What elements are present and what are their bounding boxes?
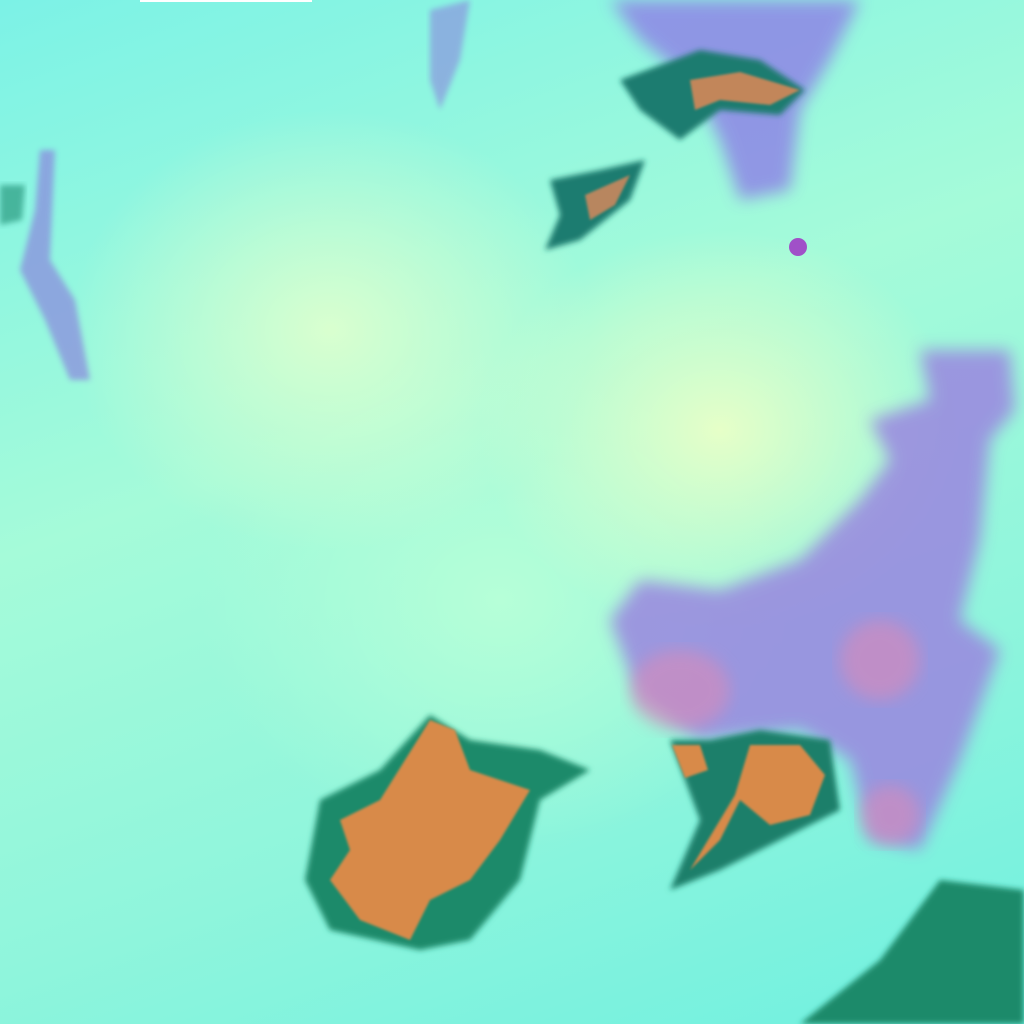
cloud-east — [610, 350, 1015, 850]
top-edge-bar — [140, 0, 312, 2]
cloud-spot — [789, 238, 807, 256]
cloud-core — [630, 650, 730, 730]
cloud-west — [430, 0, 470, 110]
vegetation-west — [0, 185, 25, 225]
landmass-southeast — [670, 730, 840, 890]
landmass-southwest — [305, 715, 590, 950]
vegetation-southeast — [800, 880, 1024, 1024]
cloud-west — [20, 150, 90, 380]
cloud-core — [860, 785, 920, 845]
landmass-north — [545, 50, 805, 250]
cloud-core — [840, 620, 920, 700]
